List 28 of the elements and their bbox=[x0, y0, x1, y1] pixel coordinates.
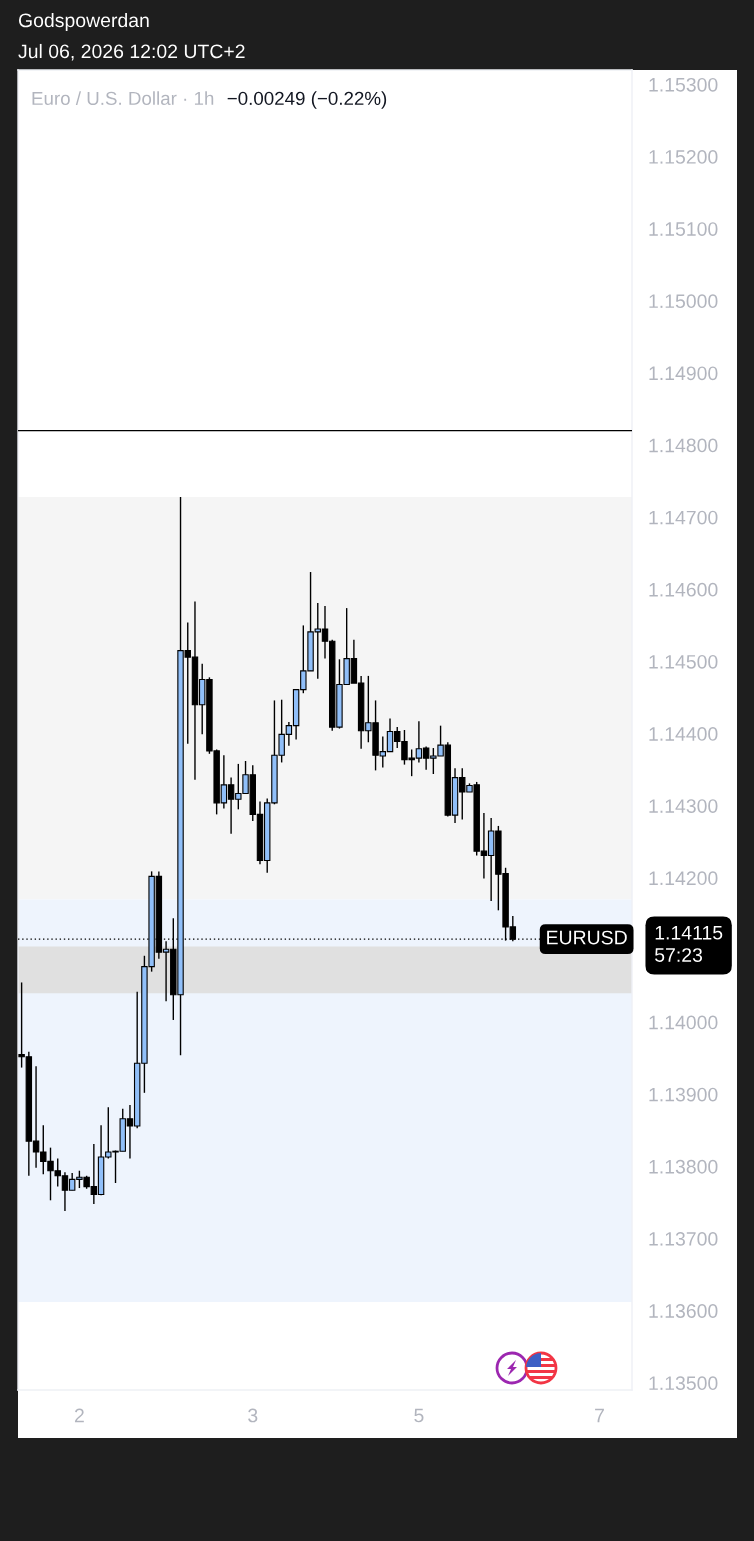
y-tick-label: 1.14300 bbox=[649, 799, 718, 813]
text: Godspowerdan bbox=[18, 12, 149, 32]
x-tick-label: 5 bbox=[414, 1408, 424, 1423]
x-tick-label: 2 bbox=[74, 1408, 84, 1423]
y-tick-label: 1.15100 bbox=[649, 222, 718, 236]
y-tick-label: 1.14000 bbox=[649, 1015, 718, 1030]
y-tick-label: 1.14600 bbox=[649, 582, 718, 597]
text: −0.00249 (−0.22%) bbox=[227, 91, 387, 109]
y-tick-label: 1.15200 bbox=[649, 150, 718, 164]
y-tick-label: 1.13500 bbox=[649, 1376, 718, 1391]
y-tick-label: 1.13700 bbox=[649, 1231, 718, 1246]
text: 1.14115 57:23 bbox=[655, 926, 723, 962]
y-tick-label: 1.14500 bbox=[649, 654, 718, 669]
y-tick-label: 1.14900 bbox=[649, 366, 718, 381]
y-tick-label: 1.13600 bbox=[649, 1304, 718, 1318]
ref-line-label: EURUSD bbox=[547, 930, 627, 945]
y-tick-label: 1.14400 bbox=[649, 727, 718, 741]
text: Jul 06, 2026 12:02 UTC+2 bbox=[18, 43, 245, 61]
y-tick-label: 1.15000 bbox=[649, 294, 718, 309]
x-tick-label: 7 bbox=[595, 1408, 604, 1423]
y-tick-label: 1.14200 bbox=[649, 871, 718, 886]
text: Euro / U.S. Dollar · 1h bbox=[32, 91, 214, 106]
x-tick-label: 3 bbox=[248, 1408, 258, 1423]
y-tick-label: 1.14800 bbox=[649, 438, 718, 453]
y-tick-label: 1.14700 bbox=[649, 510, 718, 525]
y-tick-label: 1.13800 bbox=[649, 1159, 718, 1174]
y-tick-label: 1.13900 bbox=[649, 1087, 718, 1102]
y-tick-label: 1.15300 bbox=[649, 77, 718, 92]
